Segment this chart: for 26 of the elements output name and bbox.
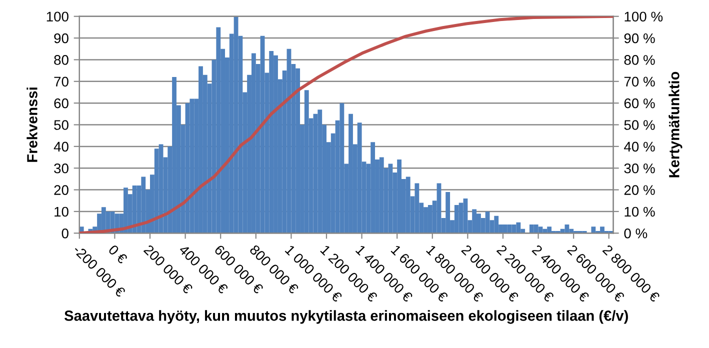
y-tick-label: 50: [54, 120, 68, 130]
y-tick-label: 0: [62, 228, 68, 238]
y2-tick-label: 30 %: [624, 163, 655, 174]
y-tick-label: 40: [54, 142, 68, 152]
y-tick-label: 90: [54, 33, 68, 44]
y2-tick-label: 0 %: [624, 228, 648, 238]
y-tick-label: 70: [54, 76, 68, 87]
y2-tick-label: 90 %: [624, 33, 655, 44]
y2-tick-label: 50 %: [624, 120, 655, 130]
y-tick-label: 10: [54, 206, 68, 217]
y2-tick-label: 20 %: [624, 185, 655, 195]
y2-tick-label: 100 %: [624, 12, 663, 22]
x-tick-label: 0 €: [108, 244, 128, 264]
y2-tick-label: 80 %: [624, 55, 655, 65]
y-tick-label: 100: [46, 12, 68, 22]
y-tick-label: 80: [54, 55, 68, 65]
y2-tick-label: 10 %: [624, 206, 655, 217]
y-tick-label: 60: [54, 98, 68, 108]
y-tick-label: 30: [54, 163, 68, 174]
x-axis-title: Saavutettava hyöty, kun muutos nykytilasta erinomaiseen ekologiseen tilaan (€/v): [64, 310, 628, 324]
y2-axis-title: Kertymäfunktio: [668, 72, 682, 178]
y-tick-label: 20: [54, 185, 68, 195]
y2-tick-label: 60 %: [624, 98, 655, 108]
y-axis-title: Frekvenssi: [26, 88, 38, 162]
y2-tick-label: 70 %: [624, 76, 655, 87]
y2-tick-label: 40 %: [624, 142, 655, 152]
